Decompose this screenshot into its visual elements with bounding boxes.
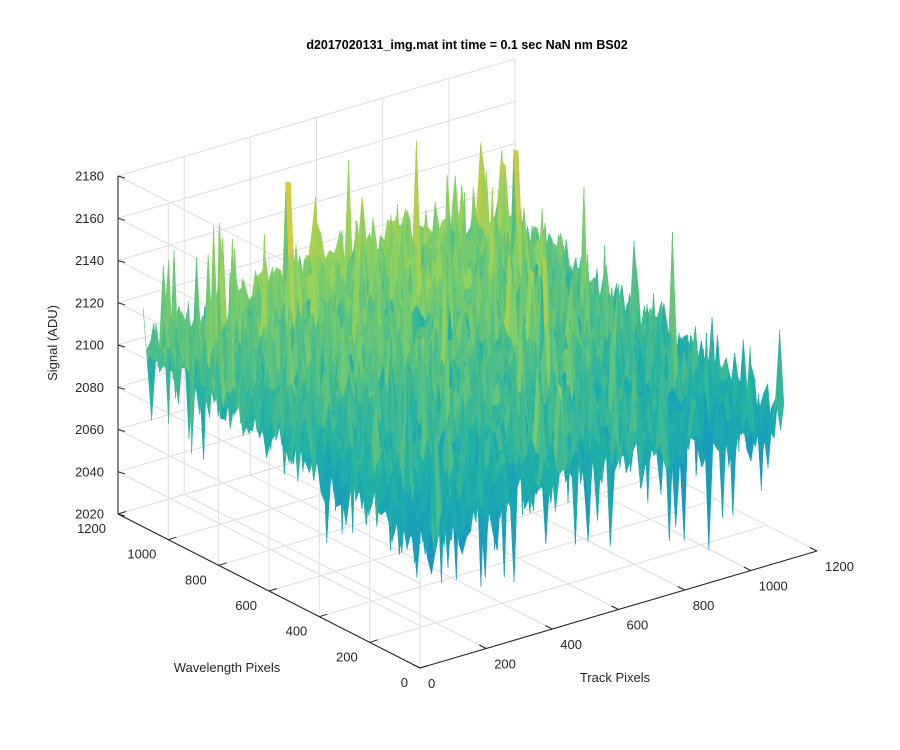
grid-line — [117, 471, 421, 627]
grid-line — [319, 499, 717, 618]
grid-line — [117, 58, 516, 177]
grid-line — [117, 100, 516, 219]
surface-plot — [143, 140, 785, 587]
grid-line — [117, 429, 421, 584]
grid-line — [117, 143, 516, 261]
chart-title: d2017020131_img.mat int time = 0.1 sec N… — [306, 38, 627, 52]
grid-line — [369, 524, 767, 643]
